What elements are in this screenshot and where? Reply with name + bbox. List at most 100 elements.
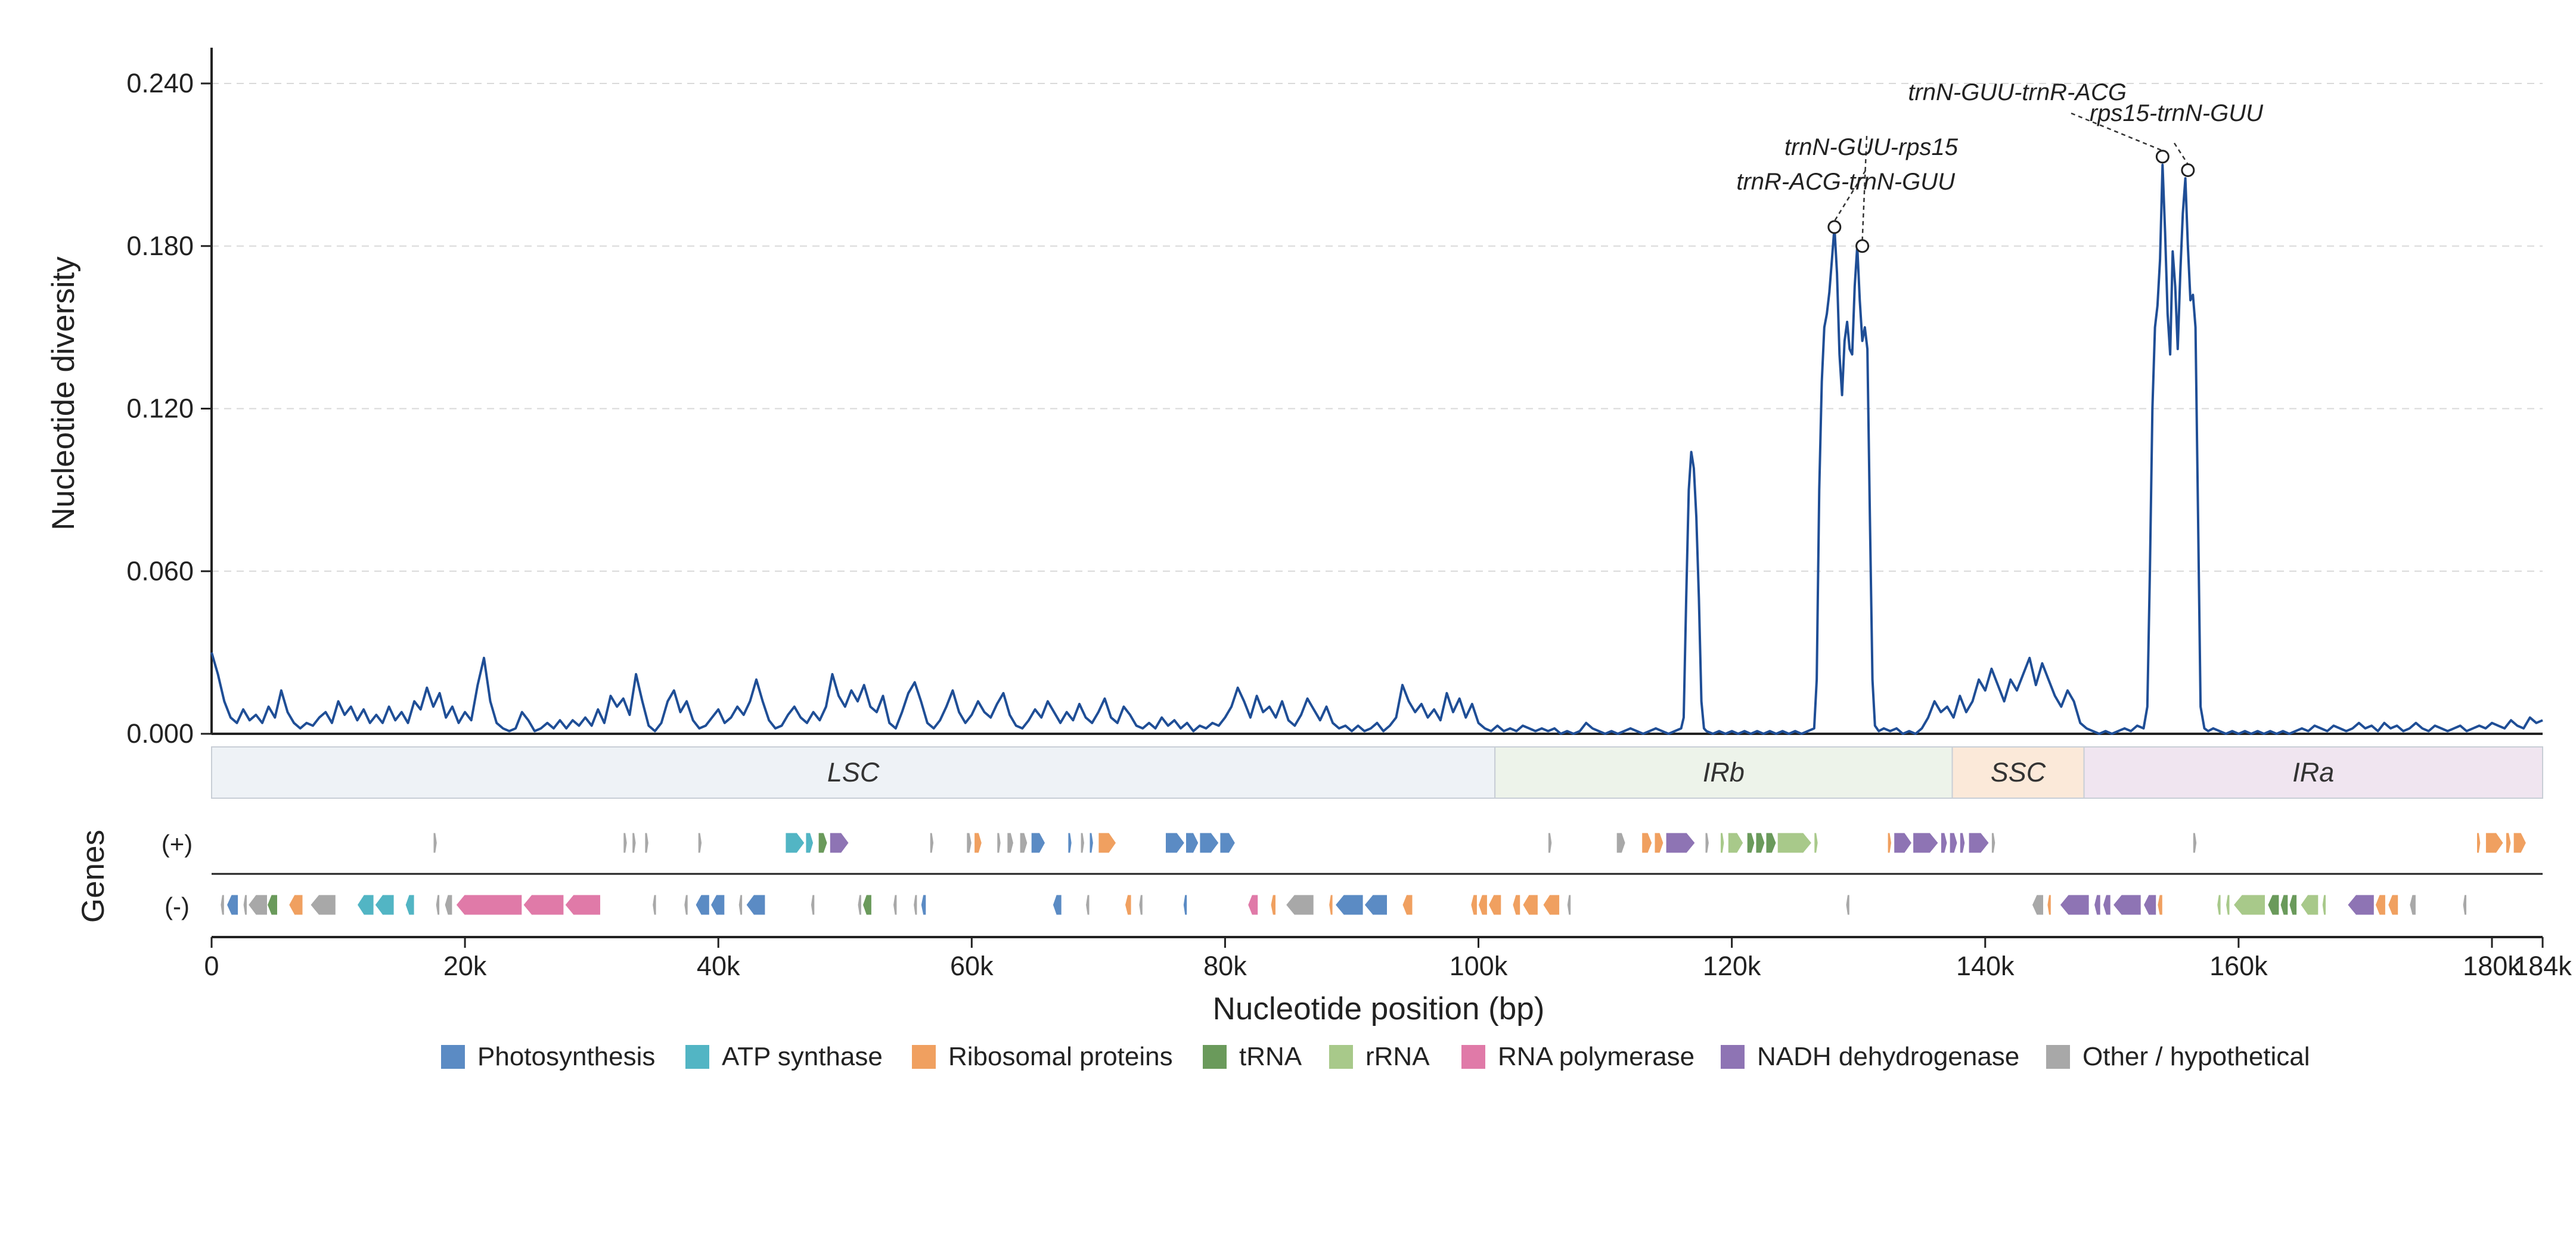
region-label: IRa bbox=[2292, 757, 2334, 787]
gene-arrow bbox=[1219, 832, 1236, 854]
x-tick-label: 40k bbox=[697, 951, 740, 981]
gene-arrow bbox=[2289, 894, 2298, 916]
peak-annotations: trnR-ACG-trnN-GUU trnN-GUU-rps15 trnN-GUU-… bbox=[1736, 79, 2264, 253]
legend-swatch bbox=[2046, 1045, 2070, 1069]
gene-arrow bbox=[1402, 894, 1413, 916]
legend-swatch bbox=[441, 1045, 465, 1069]
gene-arrow bbox=[1547, 832, 1553, 854]
gene-arrow bbox=[1329, 894, 1333, 916]
gene-arrow bbox=[1727, 832, 1744, 854]
gene-arrow bbox=[1968, 832, 1990, 854]
gene-arrow bbox=[632, 832, 637, 854]
gene-arrow bbox=[1080, 832, 1085, 854]
gene-arrow bbox=[1183, 894, 1188, 916]
gene-arrow bbox=[1616, 832, 1626, 854]
legend-swatch bbox=[912, 1045, 936, 1069]
gene-arrow bbox=[2267, 894, 2280, 916]
gene-arrow bbox=[1512, 894, 1521, 916]
gene-arrow bbox=[1949, 832, 1958, 854]
region-ira bbox=[2083, 746, 2543, 799]
gene-arrow bbox=[1705, 832, 1709, 854]
gene-arrow bbox=[697, 832, 703, 854]
gene-arrow bbox=[1247, 894, 1259, 916]
gene-arrow bbox=[2157, 894, 2163, 916]
gene-arrow bbox=[1845, 894, 1850, 916]
gene-arrow bbox=[2192, 832, 2198, 854]
gene-arrow bbox=[997, 832, 1001, 854]
gene-arrow bbox=[564, 894, 601, 916]
gridlines bbox=[212, 83, 2543, 572]
gene-arrow bbox=[810, 894, 815, 916]
peak-connector bbox=[2071, 112, 2163, 151]
gene-arrow bbox=[243, 894, 247, 916]
gene-arrow bbox=[2485, 832, 2504, 854]
gene-arrow bbox=[1814, 832, 1818, 854]
gene-arrow bbox=[1940, 832, 1948, 854]
gene-arrow bbox=[2513, 832, 2527, 854]
gene-arrow bbox=[2047, 894, 2052, 916]
gene-arrow bbox=[2409, 894, 2416, 916]
gene-arrow bbox=[523, 894, 564, 916]
gene-arrow bbox=[2102, 894, 2111, 916]
gene-arrow bbox=[1470, 894, 1478, 916]
gene-arrow bbox=[1199, 832, 1219, 854]
gene-arrow bbox=[356, 894, 374, 916]
x-tick-label: 120k bbox=[1703, 951, 1761, 981]
gene-arrow bbox=[644, 832, 649, 854]
y-axis: 0.000 0.060 0.120 0.180 0.240 bbox=[126, 48, 2543, 749]
legend-label: NADH dehydrogenase bbox=[1757, 1042, 2019, 1071]
x-tick-label: 80k bbox=[1203, 951, 1247, 981]
plot-area bbox=[210, 163, 2543, 735]
legend-label: Other / hypothetical bbox=[2082, 1042, 2310, 1071]
gene-arrow bbox=[310, 894, 336, 916]
region-lsc bbox=[211, 746, 1496, 799]
gene-arrow bbox=[805, 832, 814, 854]
legend-label: rRNA bbox=[1365, 1042, 1430, 1071]
legend-label: tRNA bbox=[1239, 1042, 1302, 1071]
gene-arrow bbox=[2280, 894, 2289, 916]
gene-arrow bbox=[1089, 832, 1094, 854]
gene-arrow bbox=[2347, 894, 2375, 916]
gene-arrow bbox=[829, 832, 849, 854]
gene-arrow bbox=[2143, 894, 2157, 916]
x-tick-label: 184k bbox=[2513, 951, 2572, 981]
gene-arrow bbox=[1765, 832, 1777, 854]
peak-label: rps15-trnN-GUU bbox=[2090, 100, 2264, 126]
gene-arrow bbox=[857, 894, 862, 916]
legend-swatch bbox=[1203, 1045, 1227, 1069]
gene-arrow bbox=[1364, 894, 1388, 916]
peak-connector bbox=[1861, 135, 1868, 240]
legend-label: Photosynthesis bbox=[477, 1042, 655, 1071]
gene-arrow bbox=[2031, 894, 2044, 916]
gene-arrow bbox=[929, 832, 935, 854]
region-ssc bbox=[1951, 746, 2085, 799]
peak-label: trnN-GUU-trnR-ACG bbox=[1908, 79, 2127, 106]
gene-arrow bbox=[2476, 832, 2481, 854]
gene-arrow bbox=[405, 894, 415, 916]
peak-marker bbox=[1855, 239, 1870, 253]
gene-arrow bbox=[1165, 832, 1185, 854]
gene-arrow bbox=[920, 894, 927, 916]
x-tick-label: 100k bbox=[1450, 951, 1508, 981]
legend-label: ATP synthase bbox=[722, 1042, 883, 1071]
y-tick-label: 0.180 bbox=[126, 231, 194, 261]
gene-arrow bbox=[785, 832, 805, 854]
gene-arrow bbox=[684, 894, 688, 916]
gene-arrow bbox=[2388, 894, 2399, 916]
legend: Photosynthesis ATP synthase Ribosomal prot… bbox=[441, 1042, 2310, 1071]
gene-arrow bbox=[974, 832, 982, 854]
gene-arrow bbox=[374, 894, 395, 916]
gene-arrow bbox=[1334, 894, 1364, 916]
gene-arrow bbox=[2300, 894, 2319, 916]
gene-arrow bbox=[1185, 832, 1199, 854]
gene-arrow bbox=[1543, 894, 1560, 916]
gene-arrow bbox=[247, 894, 268, 916]
gene-arrow bbox=[2226, 894, 2230, 916]
gene-arrow bbox=[695, 894, 710, 916]
peak-label: trnN-GUU-rps15 bbox=[1784, 134, 1959, 160]
x-tick-label: 180k bbox=[2463, 951, 2521, 981]
gene-arrow bbox=[1488, 894, 1502, 916]
region-label: SSC bbox=[1991, 757, 2046, 787]
gene-arrow bbox=[1913, 832, 1939, 854]
y-tick-label: 0.060 bbox=[126, 556, 194, 586]
